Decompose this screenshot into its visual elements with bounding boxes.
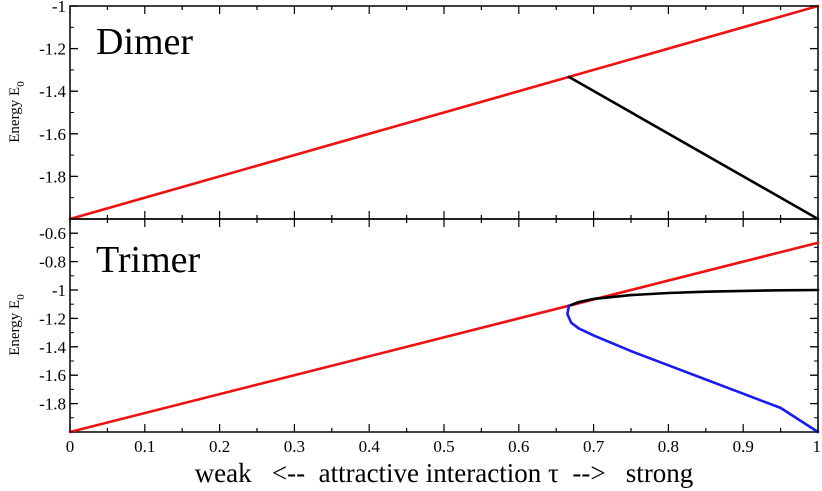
- x-tick-label: 0.5: [433, 437, 454, 456]
- y-axis-label: Energy E0: [7, 81, 27, 143]
- series-line-1: [567, 288, 820, 308]
- panel-title: Dimer: [96, 21, 193, 63]
- x-tick-label: 0.3: [284, 437, 305, 456]
- y-tick-label: -1.8: [39, 395, 66, 414]
- series-line-0: [68, 241, 820, 434]
- x-tick-label: 0.2: [209, 437, 230, 456]
- y-tick-label: -1.6: [39, 125, 66, 144]
- y-ticks: -0.6 -0.8 -1 -1.2 -1.4 -1.6 -1.8: [39, 218, 819, 433]
- series-line-2: [566, 304, 820, 434]
- panel-title: Trimer: [96, 239, 201, 281]
- y-tick-label: -1.8: [39, 167, 66, 186]
- y-axis-label-text: Energy E: [7, 300, 23, 356]
- y-axis-label: Energy E0: [7, 294, 27, 356]
- y-axis-label-subscript: 0: [15, 294, 27, 300]
- y-tick-label: -1.2: [39, 309, 66, 328]
- y-tick-label: -0.6: [39, 224, 66, 243]
- x-tick-label: 0.1: [134, 437, 155, 456]
- y-tick-label: -1: [52, 0, 66, 16]
- x-tick-label: 0.4: [359, 437, 381, 456]
- x-tick-label: 0.8: [658, 437, 679, 456]
- y-tick-label: -1.6: [39, 366, 66, 385]
- y-tick-label: -1.4: [39, 338, 66, 357]
- series-layer: [68, 241, 820, 434]
- x-tick-label: 0: [66, 437, 75, 456]
- x-tick-label: 0.9: [733, 437, 754, 456]
- x-ticks: 0 0.1 0.2 0.3 0.4 0.5 0.6 0.7 0.8 0.9 1: [66, 437, 821, 456]
- x-tick-label: 0.7: [583, 437, 605, 456]
- y-tick-label: -0.8: [39, 253, 66, 272]
- y-tick-label: -1.2: [39, 40, 66, 59]
- x-tick-label: 1: [813, 437, 822, 456]
- trimer-panel: -0.6 -0.8 -1 -1.2 -1.4 -1.6 -1.8 Trimer Energy…: [7, 218, 820, 434]
- x-axis-label: weak <-- attractive interaction τ --> st…: [195, 458, 694, 488]
- y-axis-label-subscript: 0: [15, 81, 27, 87]
- y-axis-label-text: Energy E: [7, 87, 23, 143]
- y-tick-label: -1.4: [39, 82, 66, 101]
- series-layer: [68, 4, 820, 221]
- y-tick-label: -1: [52, 281, 66, 300]
- series-line-1: [567, 75, 820, 221]
- x-tick-label: 0.6: [508, 437, 529, 456]
- series-line-0: [68, 4, 820, 221]
- dimer-panel: -1 -1.2 -1.4 -1.6 -1.8 Dimer Energy E0: [7, 0, 820, 221]
